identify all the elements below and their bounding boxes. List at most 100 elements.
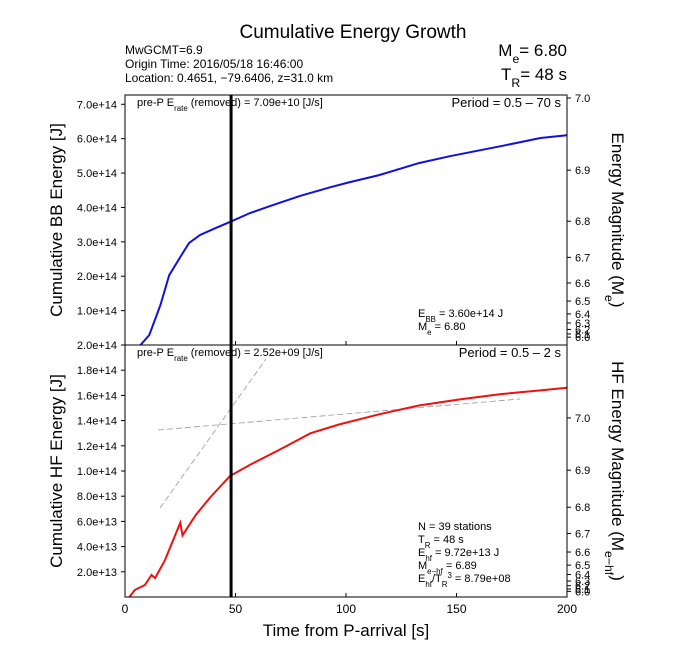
x-tick-label: 200 xyxy=(557,602,577,616)
y-tick-label: 8.0e+13 xyxy=(77,491,117,503)
text-part: = 8.79e+08 xyxy=(452,573,511,585)
y2-tick-label: 6.2 xyxy=(575,324,590,336)
text-part: s xyxy=(554,65,567,84)
y-tick-label: 4.0e+13 xyxy=(77,542,117,554)
y-axis-label: Cumulative BB Energy [J] xyxy=(47,123,66,317)
y-tick-label: 7.0e+14 xyxy=(77,99,117,111)
y-tick-label: 3.0e+14 xyxy=(77,237,117,249)
y-tick-label: 1.6e+14 xyxy=(77,390,117,402)
value-text: 3.60e+14 xyxy=(448,308,494,320)
text-part: ) xyxy=(608,302,627,308)
y2-tick-label: 6.8 xyxy=(575,502,590,514)
text-part: T xyxy=(501,65,511,84)
energy-curve xyxy=(139,134,568,346)
text-part: HF Energy Magnitude (M xyxy=(608,361,627,551)
value-text: 48 xyxy=(535,65,554,84)
y2-tick-label: 6.1 xyxy=(575,329,590,341)
magnitude-header: Me= 6.80 xyxy=(498,41,567,66)
subscript: hf xyxy=(425,580,432,589)
text-part: = xyxy=(432,547,445,559)
stat-note: Me = 6.80 xyxy=(418,321,466,337)
y-tick-label: 1.4e+14 xyxy=(77,416,117,428)
duration-header: TR= 48 s xyxy=(501,65,567,90)
subscript: R xyxy=(425,541,431,550)
y-tick-label: 6.0e+14 xyxy=(77,134,117,146)
period: Period = 0.5 – 70 s xyxy=(452,95,562,110)
y2-tick-label: 6.7 xyxy=(575,528,590,540)
value-text: 6.80 xyxy=(444,321,465,333)
text-part: = xyxy=(436,308,449,320)
subscript: BB xyxy=(425,315,436,324)
text-part: = 6.80 xyxy=(519,41,567,60)
period: Period = 0.5 – 2 s xyxy=(459,345,562,360)
value-text: 9.72e+13 xyxy=(444,547,490,559)
text-part: (removed) = 2.52e+09 [J/s] xyxy=(188,347,323,359)
text-part: ) xyxy=(608,575,627,581)
y2-tick-label: 6.9 xyxy=(575,165,590,177)
y2-tick-label: 6.1 xyxy=(575,584,590,596)
y2-tick-label: 6.5 xyxy=(575,560,590,572)
text-part: Energy Magnitude (M xyxy=(608,132,627,295)
y-tick-label: 1.8e+14 xyxy=(77,365,117,377)
y2-axis-label: Energy Magnitude (Me) xyxy=(602,132,627,307)
y2-tick-label: 6.3 xyxy=(575,576,590,588)
y2-tick-label: 6.4 xyxy=(575,569,590,581)
text-part: = 48 s xyxy=(430,534,464,546)
y2-tick-label: 6.4 xyxy=(575,309,590,321)
x-axis-label: Time from P-arrival [s] xyxy=(263,621,430,640)
text-part: (removed) = 7.09e+10 [J/s] xyxy=(188,97,323,109)
subscript: rate xyxy=(174,354,188,363)
subscript: e xyxy=(512,52,519,66)
fit-line xyxy=(159,358,267,509)
text-part: N = 39 stations xyxy=(418,521,492,533)
text-part: pre-P E xyxy=(137,97,174,109)
y2-tick-label: 6.9 xyxy=(575,465,590,477)
y-tick-label: 1.2e+14 xyxy=(77,441,117,453)
text-part: M xyxy=(418,560,427,572)
pre-p-rate: pre-P Erate (removed) = 7.09e+10 [J/s] xyxy=(137,97,323,113)
stat-note: EBB = 3.60e+14 J xyxy=(418,308,503,324)
subscript: R xyxy=(511,76,520,90)
superscript: 3 xyxy=(447,571,452,580)
y-tick-label: 2.0e+13 xyxy=(77,567,117,579)
value-text: 6.89 xyxy=(455,560,476,572)
y-tick-label: 5.0e+14 xyxy=(77,168,117,180)
chart-title: Cumulative Energy Growth xyxy=(239,22,466,43)
y2-tick-label: 6.6 xyxy=(575,547,590,559)
subscript: e−hf xyxy=(427,567,443,576)
subscript: rate xyxy=(174,104,188,113)
event-info: MwGCMT=6.9 xyxy=(125,43,203,57)
subscript: hf xyxy=(425,554,432,563)
x-tick-label: 100 xyxy=(336,602,356,616)
text-part: = xyxy=(432,321,445,333)
text-part: pre-P E xyxy=(137,347,174,359)
stat-note: N = 39 stations xyxy=(418,521,492,533)
subscript: e xyxy=(602,295,616,302)
plot-frame xyxy=(124,344,568,598)
x-tick-label: 50 xyxy=(229,602,243,616)
y2-tick-label: 7.0 xyxy=(575,413,590,425)
y2-tick-label: 6.7 xyxy=(575,252,590,264)
x-tick-label: 150 xyxy=(446,602,466,616)
y-tick-label: 2.0e+14 xyxy=(77,271,117,283)
subscript: e xyxy=(427,328,432,337)
y2-tick-label: 7.0 xyxy=(575,93,590,105)
text-part: J xyxy=(495,308,504,320)
text-part: T xyxy=(418,534,425,546)
y2-tick-label: 6.2 xyxy=(575,581,590,593)
x-tick-label: 0 xyxy=(122,602,129,616)
stat-note: Ehf = 9.72e+13 J xyxy=(418,547,499,563)
text-part: = xyxy=(443,560,456,572)
text-part: E xyxy=(418,308,425,320)
stat-note: Ehf/TR3 = 8.79e+08 xyxy=(418,571,511,589)
text-part: = xyxy=(520,65,535,84)
text-part: E xyxy=(418,573,425,585)
pre-p-rate: pre-P Erate (removed) = 2.52e+09 [J/s] xyxy=(137,347,323,363)
stat-note: Me−hf = 6.89 xyxy=(418,560,477,576)
text-part: M xyxy=(418,321,427,333)
y2-axis-label: HF Energy Magnitude (Me−hf) xyxy=(602,361,627,581)
text-part: J xyxy=(491,547,500,559)
y2-tick-label: 6.0 xyxy=(575,586,590,598)
y2-tick-label: 6.6 xyxy=(575,278,590,290)
